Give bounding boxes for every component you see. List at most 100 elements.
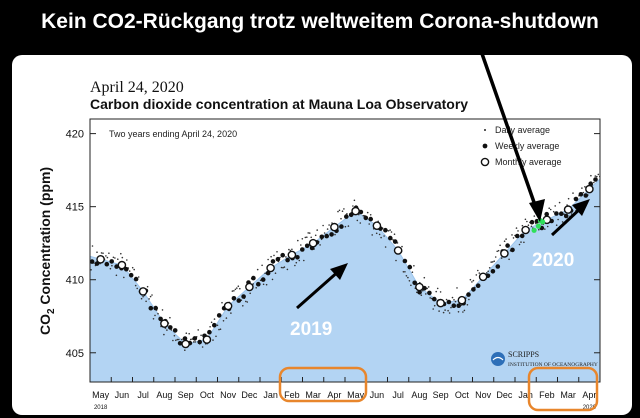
daily-point <box>490 261 493 263</box>
monthly-point <box>202 335 212 344</box>
daily-point <box>390 231 393 233</box>
weekly-point <box>475 283 481 288</box>
daily-point <box>274 272 277 274</box>
x-month-label: Aug <box>156 390 172 400</box>
daily-point <box>96 251 98 253</box>
daily-point <box>286 268 289 271</box>
weekly-point <box>304 243 310 249</box>
daily-point <box>285 256 287 258</box>
daily-point <box>219 328 222 331</box>
daily-point <box>307 232 310 234</box>
daily-point <box>521 224 524 227</box>
weekly-point <box>231 296 237 301</box>
daily-point <box>283 266 286 268</box>
daily-point <box>439 291 442 293</box>
weekly-point <box>402 258 408 264</box>
monthly-point <box>287 250 297 260</box>
daily-point <box>405 275 408 277</box>
monthly-point <box>351 206 360 216</box>
weekly-point <box>168 325 173 330</box>
arrow-2019-head <box>330 263 348 280</box>
daily-point <box>280 266 283 269</box>
daily-point <box>201 346 204 348</box>
weekly-point <box>471 287 476 292</box>
daily-point <box>145 300 147 303</box>
weekly-point <box>427 290 432 296</box>
weekly-point <box>559 211 564 216</box>
daily-point <box>463 309 466 312</box>
daily-point <box>436 287 439 290</box>
daily-point <box>109 267 112 270</box>
weekly-point <box>529 219 535 225</box>
weekly-point <box>280 252 286 258</box>
monthly-point <box>330 222 339 232</box>
daily-point <box>493 260 496 262</box>
weekly-point <box>241 294 246 299</box>
daily-point <box>176 338 179 341</box>
daily-point <box>323 232 326 234</box>
daily-point <box>140 297 143 300</box>
daily-point <box>326 228 329 230</box>
y-axis-label: CO2 Concentration (ppm) <box>37 167 57 335</box>
annotation-2020-label: 2020 <box>532 250 574 271</box>
logo-name: SCRIPPS <box>508 350 539 359</box>
weekly-point <box>344 214 349 219</box>
co2-chart: April 24, 2020 Carbon dioxide concentrat… <box>37 79 601 412</box>
daily-point <box>536 213 539 216</box>
daily-point <box>518 243 521 246</box>
daily-point <box>384 246 387 248</box>
daily-point <box>276 251 278 253</box>
legend-weekly-marker <box>482 143 488 149</box>
weekly-point <box>172 328 178 333</box>
daily-point <box>304 236 307 239</box>
daily-point <box>161 309 164 311</box>
daily-point <box>503 240 506 242</box>
daily-point <box>410 284 412 287</box>
weekly-point <box>515 233 520 239</box>
daily-point <box>435 290 438 293</box>
daily-point <box>216 324 219 327</box>
daily-point <box>494 256 497 258</box>
monthly-point <box>245 282 254 292</box>
daily-point <box>453 299 455 301</box>
weekly-point <box>109 259 114 264</box>
weekly-point <box>339 224 344 229</box>
daily-point <box>561 221 564 223</box>
weekly-point <box>456 303 462 308</box>
weekly-point <box>446 299 452 305</box>
daily-point <box>425 293 427 295</box>
daily-point <box>133 268 135 271</box>
x-month-label: Jul <box>137 390 149 400</box>
daily-point <box>256 268 259 271</box>
x-month-label: Jun <box>370 390 385 400</box>
monthly-point <box>436 298 445 308</box>
weekly-point <box>300 247 305 252</box>
weekly-point <box>432 296 437 302</box>
daily-point <box>442 311 445 314</box>
x-month-label: Mar <box>560 390 576 400</box>
daily-point <box>108 252 110 254</box>
x-month-label: Jan <box>518 390 533 400</box>
daily-point <box>188 332 190 335</box>
daily-point <box>426 287 429 290</box>
daily-point <box>306 236 308 238</box>
daily-point <box>314 234 317 237</box>
shutdown-highlight-point <box>537 218 544 224</box>
daily-point <box>231 290 234 292</box>
daily-point <box>340 217 342 220</box>
daily-point <box>505 238 507 240</box>
y-tick-label: 410 <box>66 275 84 287</box>
daily-point <box>157 312 159 315</box>
daily-point <box>215 335 217 338</box>
monthly-point <box>223 301 233 311</box>
daily-point <box>554 205 556 207</box>
daily-point <box>136 287 138 290</box>
chart-title: Carbon dioxide concentration at Mauna Lo… <box>90 96 468 112</box>
weekly-point <box>544 211 549 217</box>
daily-point <box>546 225 549 228</box>
daily-point <box>212 339 214 341</box>
monthly-point <box>521 225 530 235</box>
daily-point <box>175 339 177 342</box>
daily-point <box>252 283 254 285</box>
monthly-point <box>585 184 594 194</box>
